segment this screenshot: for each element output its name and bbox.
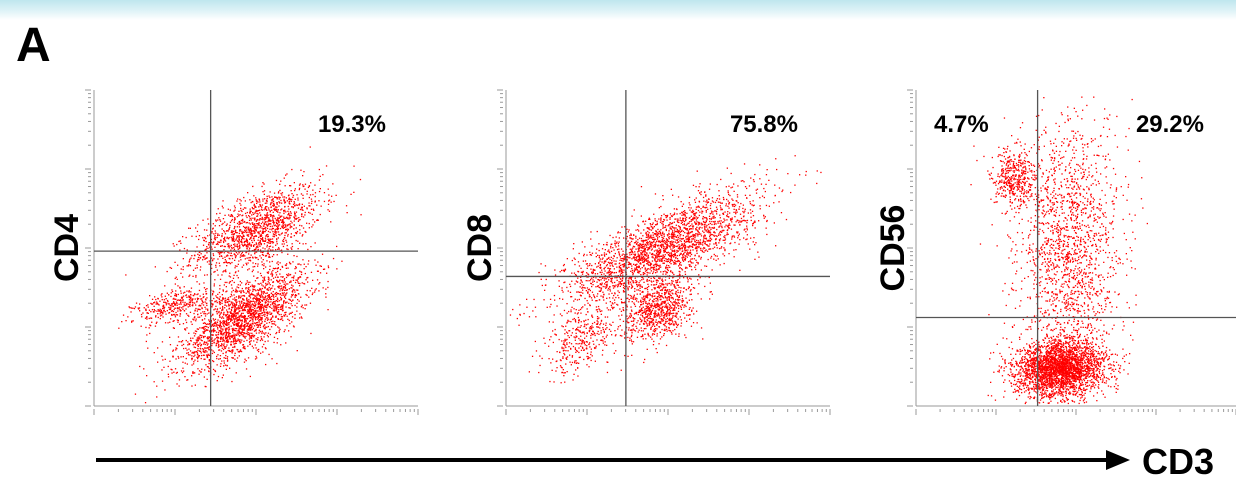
- header-band: [0, 0, 1236, 20]
- scatter-dots: [509, 155, 822, 384]
- y-axis-label: CD4: [48, 214, 86, 282]
- upper-right-percentage: 19.3%: [318, 111, 386, 138]
- scatter-dots: [118, 146, 362, 404]
- y-axis-label: CD8: [461, 214, 499, 282]
- cd3-axis-arrow: [96, 450, 1130, 470]
- panel-label: A: [16, 19, 51, 72]
- scatter-panel-1: CD4 19.3%: [48, 89, 419, 415]
- cd3-axis-label: CD3: [1142, 441, 1214, 477]
- upper-left-percentage: 4.7%: [934, 111, 989, 138]
- scatter-panel-2: CD8 75.8%: [461, 89, 831, 415]
- upper-right-percentage: 75.8%: [730, 111, 798, 138]
- log-ticks: [907, 89, 1236, 415]
- scatter-panel-3: CD56 29.2% 4.7%: [874, 89, 1236, 415]
- upper-right-percentage: 29.2%: [1136, 111, 1204, 138]
- scatter-dots: [970, 96, 1148, 405]
- y-axis-label: CD56: [874, 205, 912, 292]
- log-ticks: [497, 89, 831, 415]
- log-ticks: [85, 89, 419, 415]
